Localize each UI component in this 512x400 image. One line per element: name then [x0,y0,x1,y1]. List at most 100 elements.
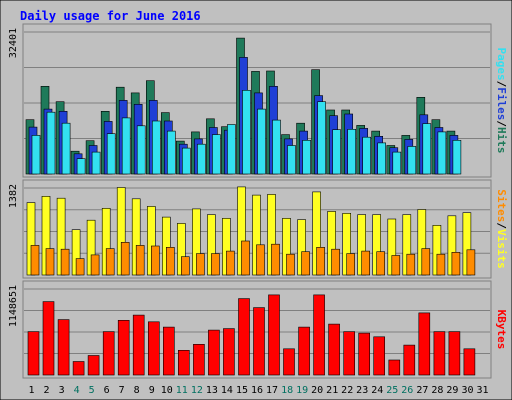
bar-hits-pages-day-17 [272,119,281,175]
bar-kbytes-kbytes-day-28 [433,331,446,376]
bar-kbytes-kbytes-day-14 [223,328,235,376]
day-label-10: 10 [161,385,173,396]
bar-visits-sites-day-19 [301,251,310,276]
bar-kbytes-kbytes-day-11 [178,349,190,376]
day-label-17: 17 [266,385,278,396]
bar-hits-pages-day-26 [407,146,417,175]
bar-hits-pages-day-12 [197,143,206,175]
day-label-13: 13 [206,385,218,396]
day-label-21: 21 [326,385,338,396]
bar-kbytes-kbytes-day-24 [373,336,386,376]
day-label-12: 12 [191,385,203,396]
bar-kbytes-kbytes-day-27 [418,312,431,376]
day-label-23: 23 [356,385,368,396]
day-label-16: 16 [251,385,263,396]
bar-visits-sites-day-26 [406,253,416,276]
day-label-7: 7 [119,385,125,396]
bar-hits-pages-day-8 [136,125,146,175]
bar-visits-sites-day-23 [361,250,371,276]
bar-kbytes-kbytes-day-20 [313,294,325,376]
bar-kbytes-kbytes-day-16 [253,307,265,376]
bar-hits-pages-day-19 [302,140,311,175]
day-label-18: 18 [281,385,293,396]
bar-kbytes-kbytes-day-7 [117,319,130,376]
bar-visits-sites-day-17 [271,243,280,276]
day-label-5: 5 [89,385,95,396]
day-label-4: 4 [74,385,80,396]
legend-entry: Files [495,87,508,120]
bar-hits-pages-day-10 [167,130,176,175]
bar-kbytes-kbytes-day-12 [193,343,205,376]
bar-visits-sites-day-29 [451,252,461,276]
legend-entry: Sites [495,189,508,222]
bar-kbytes-kbytes-day-29 [448,331,461,376]
day-label-3: 3 [59,385,65,396]
chart-title: Daily usage for June 2016 [20,9,201,23]
day-label-15: 15 [236,385,248,396]
bar-visits-sites-day-16 [256,244,265,276]
bar-visits-sites-day-7 [120,242,130,276]
day-label-31: 31 [476,385,488,396]
legend-entry: / [495,81,508,88]
bar-hits-pages-day-29 [452,140,462,175]
day-label-6: 6 [104,385,110,396]
legend-entry: Pages [495,48,508,81]
bar-kbytes-kbytes-day-17 [268,294,280,376]
bar-visits-sites-day-20 [316,247,325,276]
bar-kbytes-kbytes-day-30 [463,348,476,376]
bar-visits-sites-day-9 [151,245,160,276]
bar-kbytes-kbytes-day-4 [72,361,85,376]
bar-hits-pages-day-4 [76,158,86,175]
bar-visits-sites-day-13 [211,253,220,276]
day-label-24: 24 [371,385,383,396]
x-axis-day-labels: 1 2 3 4 5 6 7 8 9 10 11 12 13 14 15 16 17 18 19 20 21 22 23 24 2… [28,385,488,396]
bar-kbytes-kbytes-day-22 [343,331,356,376]
legend-entry: KBytes [495,310,508,350]
bar-visits-sites-day-14 [226,250,235,276]
bar-visits-sites-day-15 [241,240,250,276]
day-label-30: 30 [461,385,473,396]
day-label-29: 29 [446,385,458,396]
bar-kbytes-kbytes-day-15 [238,298,250,376]
day-label-14: 14 [221,385,233,396]
bar-hits-pages-day-25 [392,151,402,175]
day-label-25: 25 [386,385,398,396]
bar-kbytes-kbytes-day-2 [42,301,55,376]
day-label-2: 2 [43,385,49,396]
bar-kbytes-kbytes-day-5 [87,355,100,376]
day-label-8: 8 [134,385,140,396]
bar-visits-sites-day-11 [181,256,190,276]
bar-hits-pages-day-18 [287,145,296,175]
bar-hits-pages-day-22 [347,129,357,175]
bar-hits-pages-day-20 [317,101,326,175]
bar-hits-pages-day-27 [422,123,432,175]
bar-visits-sites-day-3 [60,248,70,276]
bar-hits-pages-day-14 [227,124,236,175]
bar-hits-pages-day-11 [182,147,191,175]
bar-kbytes-kbytes-day-21 [328,323,340,376]
panel-kbytes: 1148651 KBytes [8,280,508,379]
bar-visits-sites-day-24 [376,251,386,276]
day-label-19: 19 [296,385,308,396]
y-max-label: 1382 [8,184,19,208]
bar-hits-pages-day-28 [437,131,447,175]
bar-visits-sites-day-22 [346,253,356,276]
bar-kbytes-kbytes-day-3 [57,319,70,376]
bar-visits-sites-day-8 [135,245,145,276]
bar-hits-pages-day-5 [91,151,101,175]
legend-kbytes: KBytes [495,310,508,350]
bar-visits-sites-day-28 [436,253,446,276]
day-label-20: 20 [311,385,323,396]
y-max-label: 32401 [8,28,19,58]
bar-kbytes-kbytes-day-18 [283,348,295,376]
bar-visits-sites-day-5 [90,254,100,276]
bar-hits-pages-day-3 [61,122,71,175]
legend-entry: Hits [495,127,508,154]
bar-hits-pages-day-15 [242,90,251,175]
bar-visits-sites-day-2 [45,248,55,276]
bar-hits-pages-day-7 [121,117,131,175]
y-max-label: 1148651 [8,285,19,327]
